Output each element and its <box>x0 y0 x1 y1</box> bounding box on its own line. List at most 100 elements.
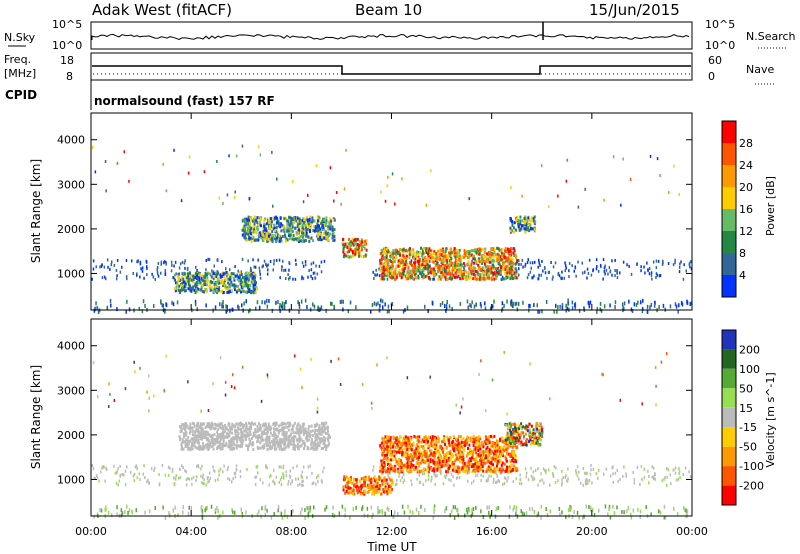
scatter-point <box>505 457 508 461</box>
scatter-point <box>389 468 391 472</box>
scatter-point <box>459 449 462 453</box>
scatter-point <box>487 438 490 442</box>
scatter-point <box>470 452 472 455</box>
scatter-point <box>363 239 366 243</box>
scatter-point <box>462 262 465 266</box>
scatter-point <box>300 277 303 281</box>
scatter-point <box>139 262 142 266</box>
scatter-point <box>185 483 188 487</box>
scatter-point <box>466 464 469 468</box>
scatter-point <box>424 264 427 268</box>
ground-scatter-point <box>194 302 197 307</box>
scatter-point <box>495 480 497 484</box>
scatter-point <box>385 254 388 258</box>
scatter-point <box>406 249 409 253</box>
scatter-point <box>501 440 504 444</box>
scatter-point <box>266 272 269 276</box>
scatter-point <box>679 476 681 479</box>
scatter-point <box>412 443 415 447</box>
scatter-point <box>385 480 387 484</box>
scatter-point <box>497 253 500 257</box>
scatter-point <box>310 268 313 272</box>
y-tick-label: 1000 <box>57 267 85 280</box>
colorbar-tick-label: 4 <box>739 269 746 282</box>
scatter-point <box>491 444 494 448</box>
scatter-point <box>437 277 440 281</box>
scatter-point <box>518 267 520 271</box>
scatter-point <box>595 267 598 271</box>
scatter-point <box>648 475 650 478</box>
scatter-point <box>542 269 544 273</box>
scatter-point <box>450 472 453 476</box>
ground-scatter-point <box>283 302 286 307</box>
scatter-point <box>167 473 170 477</box>
scatter-point <box>451 462 454 466</box>
scatter-point <box>273 226 276 230</box>
scatter-point <box>468 267 471 271</box>
ground-scatter-point <box>333 304 335 309</box>
scatter-point <box>481 450 484 454</box>
scatter-point <box>235 154 238 158</box>
scatter-point <box>537 467 539 471</box>
scatter-point <box>523 217 526 220</box>
scatter-point <box>363 481 366 485</box>
scatter-point <box>492 480 495 484</box>
scatter-point <box>487 465 490 469</box>
scatter-point <box>147 478 149 482</box>
scatter-point <box>129 471 132 474</box>
scatter-point <box>542 467 545 471</box>
scatter-point <box>252 230 255 234</box>
scatter-point <box>403 436 406 440</box>
scatter-point <box>194 285 197 289</box>
scatter-point <box>113 263 116 267</box>
scatter-point <box>458 257 461 261</box>
scatter-point <box>146 480 148 484</box>
scatter-point <box>420 440 423 444</box>
ground-scatter-point <box>571 300 574 305</box>
scatter-point <box>444 273 447 277</box>
scatter-point <box>201 464 203 468</box>
scatter-point <box>324 230 327 234</box>
scatter-point <box>144 476 146 480</box>
scatter-point <box>386 482 389 486</box>
scatter-point <box>196 269 198 272</box>
scatter-point <box>447 271 449 275</box>
ground-scatter-point <box>111 513 113 518</box>
scatter-point <box>387 466 390 470</box>
scatter-point <box>198 276 200 280</box>
ground-scatter-point <box>596 306 599 311</box>
scatter-point <box>412 456 415 460</box>
scatter-point <box>317 230 320 234</box>
scatter-point <box>195 274 198 278</box>
scatter-point <box>229 268 231 272</box>
ground-scatter-point <box>424 304 426 309</box>
ground-scatter-point <box>517 301 520 306</box>
scatter-point <box>226 271 228 274</box>
scatter-point <box>365 248 368 252</box>
scatter-point <box>282 225 285 229</box>
scatter-point <box>480 268 482 271</box>
scatter-point <box>445 460 448 464</box>
ground-scatter-point <box>578 515 580 520</box>
scatter-point <box>283 233 286 237</box>
scatter-point <box>418 264 421 268</box>
scatter-point <box>466 471 469 475</box>
scatter-point <box>435 436 438 440</box>
scatter-point <box>259 269 261 273</box>
scatter-point <box>331 236 334 240</box>
scatter-point <box>496 267 499 271</box>
scatter-point <box>165 189 168 193</box>
ground-scatter-point <box>330 301 332 306</box>
scatter-point <box>121 265 123 269</box>
scatter-point <box>208 258 211 261</box>
scatter-point <box>306 228 309 232</box>
scatter-point <box>432 268 435 271</box>
scatter-point <box>301 226 304 230</box>
colorbar-tick-label: 28 <box>739 137 753 150</box>
scatter-point <box>405 248 408 252</box>
scatter-point <box>333 199 335 203</box>
scatter-point <box>496 462 499 466</box>
scatter-point <box>296 464 298 468</box>
scatter-point <box>281 235 284 238</box>
scatter-point <box>276 233 279 237</box>
